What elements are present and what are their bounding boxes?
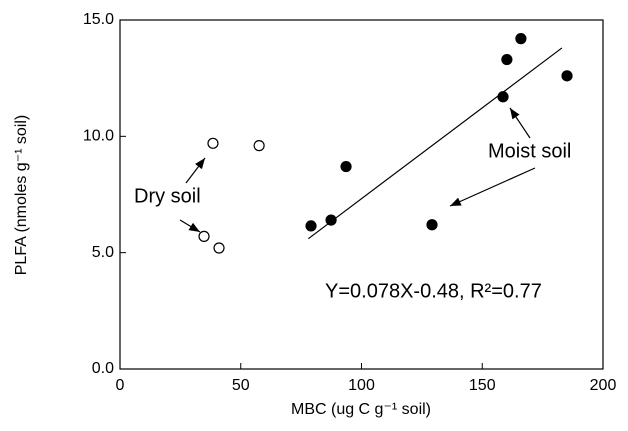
y-tick-label: 15.0 xyxy=(83,11,114,28)
y-tick-label: 5.0 xyxy=(92,244,114,261)
point xyxy=(198,230,210,242)
point xyxy=(426,219,438,231)
annotation: Y=0.078X-0.48, R²=0.77 xyxy=(325,280,542,302)
point xyxy=(325,214,337,226)
x-tick-label: 100 xyxy=(348,377,375,394)
point xyxy=(561,70,573,82)
point xyxy=(515,33,527,45)
y-axis-label: PLFA (nmoles g⁻¹ soil) xyxy=(13,115,30,276)
y-tick-label: 10.0 xyxy=(83,128,114,145)
annotation: Dry soil xyxy=(134,185,201,207)
x-tick-label: 150 xyxy=(469,377,496,394)
point xyxy=(253,140,265,152)
point xyxy=(207,137,219,149)
point xyxy=(340,160,352,173)
fit-line xyxy=(308,47,563,240)
annotation: Moist soil xyxy=(488,140,571,162)
x-tick-label: 0 xyxy=(116,377,125,394)
x-tick-label: 200 xyxy=(590,377,617,394)
point xyxy=(501,53,513,66)
x-tick-label: 50 xyxy=(232,377,250,394)
point xyxy=(213,242,225,254)
x-axis-label: MBC (ug C g⁻¹ soil) xyxy=(291,401,431,418)
point xyxy=(305,220,317,232)
point xyxy=(497,91,509,103)
y-tick-label: 0.0 xyxy=(92,360,114,377)
arrows xyxy=(179,107,536,233)
